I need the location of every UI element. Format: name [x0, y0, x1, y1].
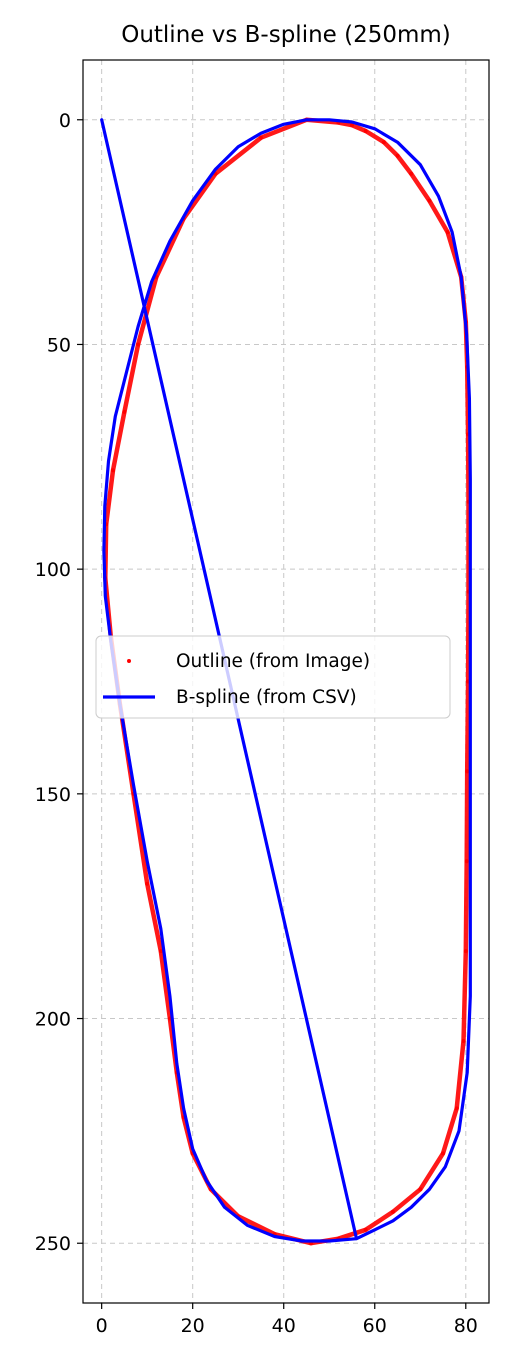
x-tick-label: 60: [363, 1315, 387, 1337]
outline-point: [145, 881, 150, 886]
legend-label: Outline (from Image): [176, 651, 370, 672]
legend-swatch-outline: [127, 659, 131, 663]
outline-point: [427, 198, 432, 203]
y-tick-label: 0: [59, 110, 71, 132]
outline-point: [122, 409, 127, 414]
outline-point: [461, 1039, 466, 1044]
outline-point: [445, 230, 450, 235]
x-tick-label: 80: [454, 1315, 478, 1337]
y-tick-label: 150: [35, 784, 71, 806]
legend: Outline (from Image) B-spline (from CSV): [95, 635, 451, 719]
chart-title: Outline vs B-spline (250mm): [121, 22, 451, 48]
outline-point: [111, 468, 116, 473]
axis-ticks: 0 20 40 60 80 0 50 100 150 200 250: [35, 110, 478, 1337]
outline-point: [258, 135, 263, 140]
outline-point: [349, 123, 354, 128]
series-layer: [100, 117, 472, 1246]
outline-point: [381, 140, 386, 145]
plot-frame: [82, 59, 490, 1304]
outline-point: [409, 171, 414, 176]
outline-point: [463, 949, 468, 954]
x-tick-label: 20: [181, 1315, 205, 1337]
outline-point: [465, 769, 470, 774]
outline-point: [441, 1151, 446, 1156]
outline-point: [464, 859, 469, 864]
bspline-line: [100, 118, 472, 1243]
y-tick-label: 100: [35, 559, 71, 581]
outline-point: [363, 129, 368, 134]
x-tick-label: 0: [96, 1315, 108, 1337]
outline-point: [363, 1227, 368, 1232]
y-tick-label: 250: [35, 1233, 71, 1255]
x-tick-label: 40: [272, 1315, 296, 1337]
outline-point: [454, 1106, 459, 1111]
y-tick-label: 200: [35, 1009, 71, 1031]
outline-point: [395, 153, 400, 158]
legend-label: B-spline (from CSV): [176, 687, 357, 708]
legend-box: [95, 635, 451, 719]
outline-point: [418, 1187, 423, 1192]
outline-point: [136, 342, 141, 347]
y-tick-label: 50: [47, 334, 71, 356]
outline-point: [390, 1209, 395, 1214]
outline-point: [158, 949, 163, 954]
